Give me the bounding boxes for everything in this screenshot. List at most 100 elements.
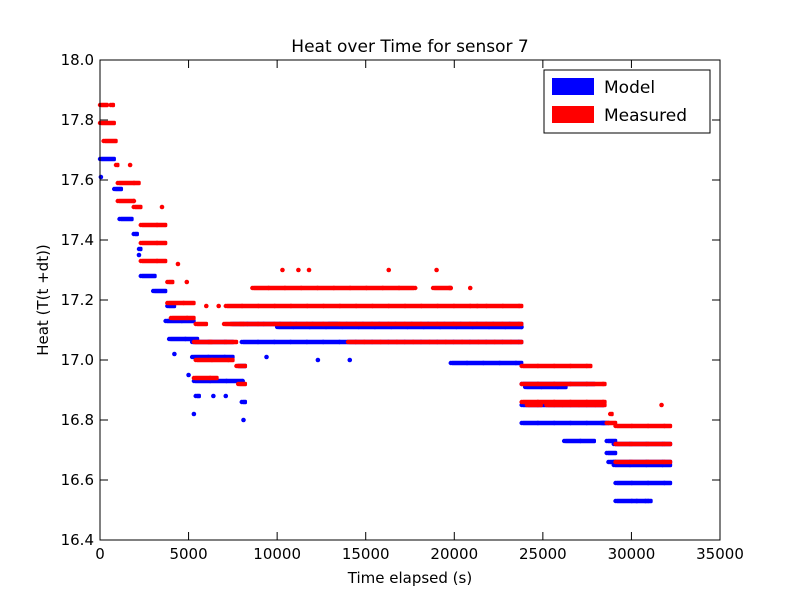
data-point: [250, 285, 255, 291]
data-point: [568, 363, 573, 369]
data-band: [615, 459, 673, 465]
data-point: [370, 303, 375, 309]
data-point: [166, 336, 172, 342]
data-point: [280, 267, 285, 273]
data-point: [207, 339, 213, 345]
data-point: [578, 438, 583, 444]
data-point: [101, 138, 106, 144]
data-point: [535, 363, 541, 369]
data-point: [386, 267, 392, 273]
data-point: [221, 321, 227, 327]
data-point: [154, 240, 160, 246]
data-point: [282, 285, 288, 291]
data-point: [183, 336, 188, 342]
data-point: [321, 303, 326, 309]
data-point: [551, 381, 557, 387]
data-point: [435, 321, 440, 327]
data-point: [524, 402, 530, 408]
data-point: [165, 279, 170, 285]
x-tick-label: 30000: [608, 545, 656, 563]
data-point: [193, 357, 198, 363]
data-band: [117, 180, 141, 186]
data-point: [255, 321, 261, 327]
data-band: [140, 258, 168, 264]
data-point: [599, 420, 604, 426]
data-band: [615, 423, 673, 429]
data-point: [223, 339, 229, 345]
data-band: [450, 360, 524, 366]
data-point: [645, 441, 651, 447]
data-point: [138, 240, 143, 246]
data-point: [239, 303, 245, 309]
x-tick-label: 20000: [430, 545, 478, 563]
data-band: [117, 198, 136, 204]
data-point: [272, 321, 277, 327]
data-point: [427, 339, 432, 345]
data-point: [191, 375, 197, 381]
data-point: [241, 417, 246, 423]
data-point: [117, 216, 122, 222]
data-point: [500, 321, 505, 327]
data-point: [629, 480, 634, 486]
data-point: [402, 321, 407, 327]
data-point: [643, 498, 648, 504]
data-point: [184, 279, 190, 285]
data-point: [607, 411, 613, 417]
data-point: [459, 339, 465, 345]
data-point: [396, 285, 402, 291]
data-point: [544, 402, 549, 408]
x-tick-label: 0: [95, 545, 105, 563]
data-band: [236, 363, 248, 369]
data-point: [321, 339, 326, 345]
data-point: [272, 303, 277, 309]
data-point: [593, 402, 598, 408]
data-point: [402, 303, 408, 309]
x-axis-label: Time elapsed (s): [347, 569, 472, 587]
y-tick-label: 18.0: [61, 51, 94, 69]
data-point: [159, 204, 165, 210]
data-band: [526, 402, 543, 408]
data-point: [413, 285, 418, 291]
data-point: [115, 180, 120, 186]
data-point: [418, 321, 424, 327]
data-point: [369, 321, 375, 327]
data-point: [448, 285, 454, 291]
data-point: [362, 339, 367, 345]
data-point: [154, 258, 160, 264]
data-point: [634, 498, 640, 504]
data-point: [519, 381, 524, 387]
x-tick-label: 35000: [696, 545, 744, 563]
data-point: [513, 360, 519, 366]
legend-label-model: Model: [604, 78, 655, 98]
data-point: [475, 303, 480, 309]
data-point: [353, 303, 359, 309]
data-point: [138, 273, 143, 279]
data-band: [348, 339, 524, 345]
data-point: [604, 450, 609, 456]
y-tick-label: 17.0: [61, 351, 94, 369]
data-band: [119, 216, 134, 222]
data-point: [331, 285, 337, 291]
data-point: [561, 438, 567, 444]
data-band: [521, 420, 607, 426]
data-point: [168, 315, 174, 321]
data-point: [604, 438, 609, 444]
data-point: [492, 339, 497, 345]
data-point: [193, 393, 198, 399]
data-point: [519, 420, 524, 426]
data-point: [186, 372, 191, 378]
data-point: [347, 357, 353, 363]
data-point: [175, 261, 181, 267]
data-band: [193, 375, 219, 381]
data-band: [521, 381, 607, 387]
data-point: [136, 252, 142, 258]
data-point: [629, 441, 634, 447]
tick-layer: 0 5000 10000 15000 20000 25000 30000 35000 16.4 1…: [61, 51, 744, 563]
data-point: [606, 459, 611, 465]
data-point: [662, 480, 667, 486]
data-point: [600, 381, 606, 387]
data-point: [645, 423, 651, 429]
data-point: [256, 303, 261, 309]
data-point: [191, 411, 197, 417]
